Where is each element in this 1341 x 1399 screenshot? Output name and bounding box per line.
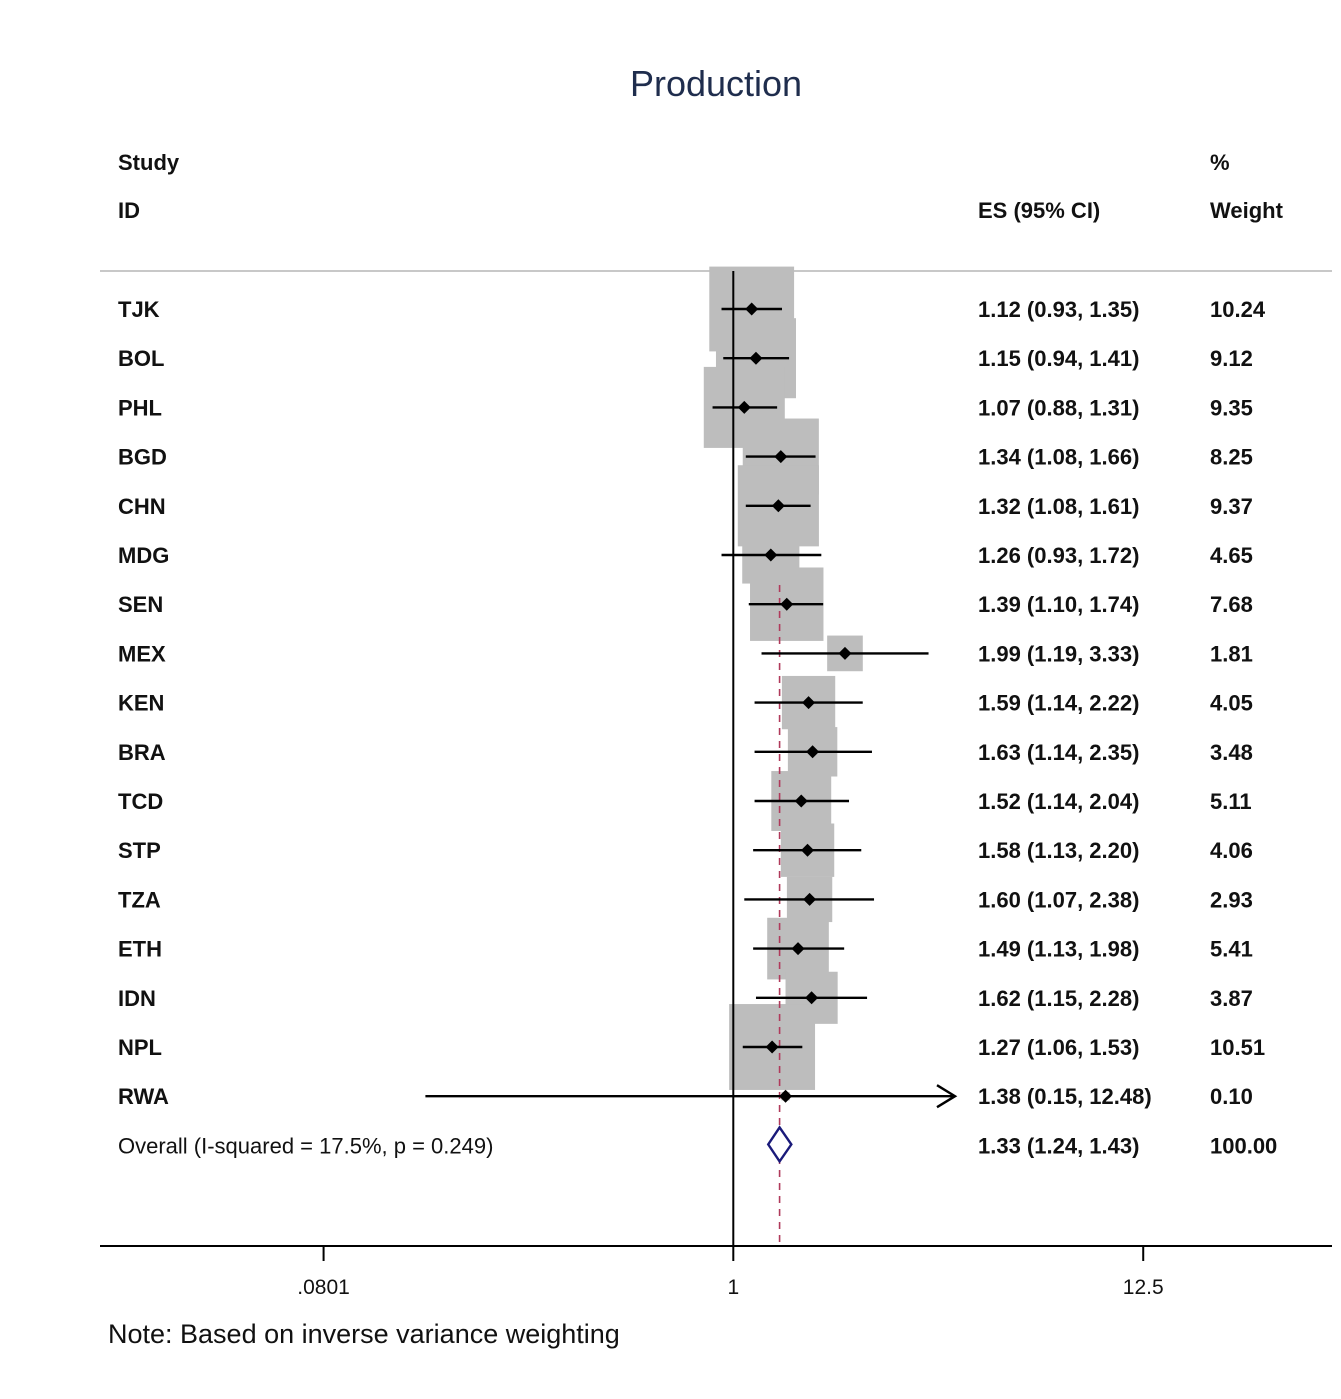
study-ci-bra: 1.63 (1.14, 2.35) <box>978 740 1139 765</box>
study-ci-idn: 1.62 (1.15, 2.28) <box>978 986 1139 1011</box>
overall-label: Overall (I-squared = 17.5%, p = 0.249) <box>118 1133 493 1158</box>
study-weight-phl: 9.35 <box>1210 395 1253 420</box>
weight-boxes <box>703 266 863 1101</box>
point-bgd <box>774 450 788 464</box>
study-weight-eth: 5.41 <box>1210 937 1253 962</box>
study-weight-npl: 10.51 <box>1210 1035 1265 1060</box>
study-id-chn: CHN <box>118 494 166 519</box>
point-npl <box>765 1040 779 1054</box>
footnote: Note: Based on inverse variance weightin… <box>108 1319 620 1349</box>
study-weight-bra: 3.48 <box>1210 740 1253 765</box>
point-bra <box>806 745 820 759</box>
study-ci-chn: 1.32 (1.08, 1.61) <box>978 494 1139 519</box>
study-weight-rwa: 0.10 <box>1210 1084 1253 1109</box>
study-id-eth: ETH <box>118 937 162 962</box>
x-tick-label: 12.5 <box>1123 1276 1164 1299</box>
study-weight-tcd: 5.11 <box>1210 789 1252 814</box>
point-ken <box>802 696 816 710</box>
point-bol <box>749 351 763 365</box>
study-ci-stp: 1.58 (1.13, 2.20) <box>978 838 1139 863</box>
study-weight-ken: 4.05 <box>1210 691 1253 716</box>
header-id: ID <box>118 198 140 223</box>
study-ci-mex: 1.99 (1.19, 3.33) <box>978 641 1139 666</box>
overall-diamond <box>766 1125 793 1164</box>
point-stp <box>801 843 815 857</box>
header-weight: Weight <box>1210 198 1284 223</box>
study-weight-mdg: 4.65 <box>1210 543 1253 568</box>
study-ci-mdg: 1.26 (0.93, 1.72) <box>978 543 1139 568</box>
study-weight-tjk: 10.24 <box>1210 297 1266 322</box>
study-id-ken: KEN <box>118 691 164 716</box>
study-id-bol: BOL <box>118 346 164 371</box>
point-chn <box>771 499 785 513</box>
study-id-mex: MEX <box>118 641 166 666</box>
study-ci-ken: 1.59 (1.14, 2.22) <box>978 691 1139 716</box>
point-eth <box>791 942 805 956</box>
study-ci-eth: 1.49 (1.13, 1.98) <box>978 937 1139 962</box>
point-idn <box>805 991 819 1005</box>
study-text: TJK 1.12 (0.93, 1.35) 10.24 BOL 1.15 (0.94, … <box>118 297 1277 1158</box>
study-id-tcd: TCD <box>118 789 163 814</box>
study-id-stp: STP <box>118 838 161 863</box>
study-weight-bol: 9.12 <box>1210 346 1253 371</box>
x-axis: .0801 1 12.5 <box>100 1245 1332 1299</box>
study-id-idn: IDN <box>118 986 156 1011</box>
study-ci-npl: 1.27 (1.06, 1.53) <box>978 1035 1139 1060</box>
point-mdg <box>764 548 778 562</box>
study-id-rwa: RWA <box>118 1084 169 1109</box>
study-id-phl: PHL <box>118 395 162 420</box>
study-weight-stp: 4.06 <box>1210 838 1253 863</box>
study-id-bgd: BGD <box>118 445 167 470</box>
study-marks <box>425 302 958 1164</box>
study-ci-phl: 1.07 (0.88, 1.31) <box>978 395 1139 420</box>
study-ci-rwa: 1.38 (0.15, 12.48) <box>978 1084 1152 1109</box>
study-ci-tcd: 1.52 (1.14, 2.04) <box>978 789 1139 814</box>
overall-ci: 1.33 (1.24, 1.43) <box>978 1133 1139 1158</box>
study-ci-tza: 1.60 (1.07, 2.38) <box>978 887 1139 912</box>
point-tza <box>803 892 817 906</box>
chart-title: Production <box>630 63 802 104</box>
point-mex <box>838 646 852 660</box>
study-weight-tza: 2.93 <box>1210 887 1253 912</box>
study-weight-chn: 9.37 <box>1210 494 1253 519</box>
study-ci-bgd: 1.34 (1.08, 1.66) <box>978 445 1139 470</box>
study-weight-sen: 7.68 <box>1210 592 1253 617</box>
overall-weight: 100.00 <box>1210 1133 1277 1158</box>
study-weight-idn: 3.87 <box>1210 986 1253 1011</box>
header-percent: % <box>1210 150 1230 175</box>
point-rwa <box>779 1089 793 1103</box>
study-weight-bgd: 8.25 <box>1210 445 1253 470</box>
study-ci-sen: 1.39 (1.10, 1.74) <box>978 592 1139 617</box>
header-es-ci: ES (95% CI) <box>978 198 1100 223</box>
ci-arrow-rwa <box>936 1084 958 1109</box>
study-id-tza: TZA <box>118 887 161 912</box>
study-ci-bol: 1.15 (0.94, 1.41) <box>978 346 1139 371</box>
point-sen <box>780 597 794 611</box>
point-tcd <box>794 794 808 808</box>
point-tjk <box>745 302 759 316</box>
study-weight-mex: 1.81 <box>1210 641 1253 666</box>
x-tick-label: 1 <box>727 1276 739 1299</box>
study-id-sen: SEN <box>118 592 163 617</box>
study-id-mdg: MDG <box>118 543 169 568</box>
header-study: Study <box>118 150 180 175</box>
point-phl <box>737 400 751 414</box>
x-tick-label: .0801 <box>297 1276 350 1299</box>
study-id-npl: NPL <box>118 1035 162 1060</box>
study-ci-tjk: 1.12 (0.93, 1.35) <box>978 297 1139 322</box>
study-id-bra: BRA <box>118 740 166 765</box>
study-id-tjk: TJK <box>118 297 160 322</box>
